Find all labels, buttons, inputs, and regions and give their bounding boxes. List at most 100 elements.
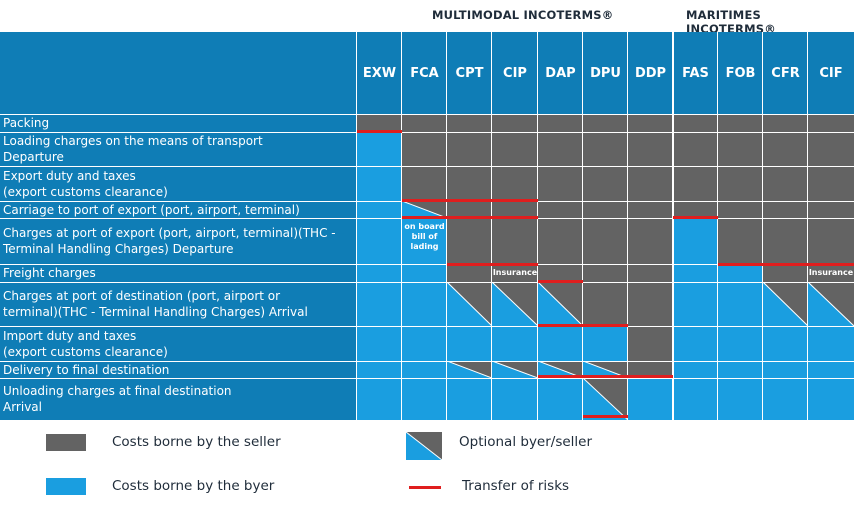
buyer-cost-cell	[808, 326, 854, 361]
row-label: Delivery to final destination	[0, 361, 356, 378]
buyer-cost-cell	[718, 326, 763, 361]
risk-transfer-line	[402, 199, 538, 202]
row-label-line: Packing	[3, 116, 50, 130]
risk-transfer-line	[718, 263, 854, 266]
row-label: Unloading charges at final destination Ar…	[0, 378, 356, 420]
seller-cost-cell	[538, 166, 583, 201]
risk-transfer-line	[583, 415, 628, 418]
risk-transfer-line	[402, 216, 538, 219]
row-label-line: Arrival	[3, 400, 42, 414]
seller-cost-cell	[447, 218, 492, 264]
cif-insurance-note: Insurance	[808, 268, 854, 277]
header-band	[0, 32, 854, 114]
seller-cost-cell	[763, 264, 808, 282]
term-header-ddp: DDP	[634, 65, 667, 81]
seller-cost-cell	[492, 201, 538, 218]
row-label-line: Terminal Handling Charges) Departure	[3, 242, 234, 256]
buyer-cost-cell	[402, 264, 447, 282]
row-divider	[0, 326, 854, 327]
column-divider	[762, 32, 763, 420]
optional-cell	[538, 361, 583, 378]
column-divider	[356, 32, 357, 420]
buyer-cost-cell	[402, 378, 447, 420]
seller-cost-cell	[763, 218, 808, 264]
buyer-cost-cell	[402, 218, 447, 264]
row-label-line: Charges at port of destination (port, ai…	[3, 289, 281, 303]
row-label-line: (export customs clearance)	[3, 184, 168, 199]
row-label-line: Charges at port of export (port, airport…	[3, 226, 336, 240]
seller-cost-cell	[628, 361, 673, 378]
optional-cell	[447, 282, 492, 326]
term-header-fas: FAS	[682, 65, 709, 81]
seller-cost-cell	[402, 114, 447, 132]
seller-cost-cell	[763, 114, 808, 132]
optional-cell	[808, 282, 854, 326]
buyer-cost-cell	[538, 326, 583, 361]
column-divider	[627, 32, 628, 420]
buyer-cost-cell	[673, 326, 718, 361]
seller-cost-cell	[673, 114, 718, 132]
optional-cell	[538, 282, 583, 326]
buyer-cost-cell	[718, 361, 763, 378]
row-label: Loading charges on the means of transpor…	[0, 132, 356, 166]
multimodal-group-title: MULTIMODAL INCOTERMS®	[432, 8, 614, 22]
seller-cost-cell	[447, 114, 492, 132]
legend-optional-text: Optional byer/seller	[459, 434, 593, 450]
risk-transfer-line	[538, 324, 628, 327]
buyer-cost-cell	[718, 378, 763, 420]
buyer-cost-cell	[492, 326, 538, 361]
seller-cost-cell	[763, 166, 808, 201]
seller-cost-cell	[628, 132, 673, 166]
term-header-dap: DAP	[545, 65, 576, 81]
row-label-line: Unloading charges at final destination	[3, 384, 232, 398]
row-label-line: Departure	[3, 150, 64, 164]
seller-cost-cell	[402, 166, 447, 201]
incoterms-grid: MULTIMODAL INCOTERMS® MARITIMES INCOTERM…	[0, 8, 854, 420]
optional-cell	[492, 361, 538, 378]
row-label-line: Freight charges	[3, 266, 96, 280]
seller-cost-cell	[583, 166, 628, 201]
seller-cost-cell	[538, 132, 583, 166]
row-label-line: Carriage to port of export (port, airpor…	[3, 202, 300, 217]
seller-cost-cell	[357, 114, 402, 132]
buyer-cost-cell	[718, 282, 763, 326]
seller-cost-cell	[492, 264, 538, 282]
buyer-cost-cell	[808, 378, 854, 420]
seller-cost-cell	[628, 264, 673, 282]
column-divider	[717, 32, 718, 420]
seller-cost-cell	[718, 114, 763, 132]
legend-risk-text: Transfer of risks	[462, 478, 570, 494]
column-divider	[672, 32, 674, 420]
seller-cost-cell	[538, 218, 583, 264]
buyer-cost-cell	[492, 378, 538, 420]
seller-cost-cell	[808, 218, 854, 264]
seller-cost-cell	[628, 201, 673, 218]
term-header-exw: EXW	[362, 65, 397, 81]
buyer-cost-cell	[357, 132, 402, 166]
row-divider	[0, 282, 854, 283]
risk-transfer-line	[538, 280, 583, 283]
column-divider	[807, 32, 808, 420]
buyer-cost-cell	[583, 326, 628, 361]
seller-cost-cell	[673, 201, 718, 218]
buyer-cost-cell	[357, 378, 402, 420]
seller-cost-cell	[492, 132, 538, 166]
row-label: Import duty and taxes (export customs cle…	[0, 326, 356, 361]
row-divider	[0, 264, 854, 265]
row-label: Freight charges	[0, 264, 356, 282]
row-label: Export duty and taxes (export customs cle…	[0, 166, 356, 201]
optional-cell	[583, 378, 628, 420]
row-divider	[0, 114, 854, 115]
seller-cost-cell	[808, 132, 854, 166]
risk-transfer-line	[357, 130, 402, 133]
seller-cost-cell	[492, 114, 538, 132]
buyer-cost-cell	[763, 378, 808, 420]
cip-insurance-note: Insurance	[492, 268, 538, 277]
buyer-cost-cell	[357, 326, 402, 361]
seller-cost-cell	[628, 282, 673, 326]
buyer-cost-cell	[673, 264, 718, 282]
row-label: Charges at port of destination (port, ai…	[0, 282, 356, 326]
buyer-cost-cell	[402, 326, 447, 361]
row-divider	[0, 361, 854, 362]
row-label-line: terminal)(THC - Terminal Handling Charge…	[3, 305, 308, 319]
